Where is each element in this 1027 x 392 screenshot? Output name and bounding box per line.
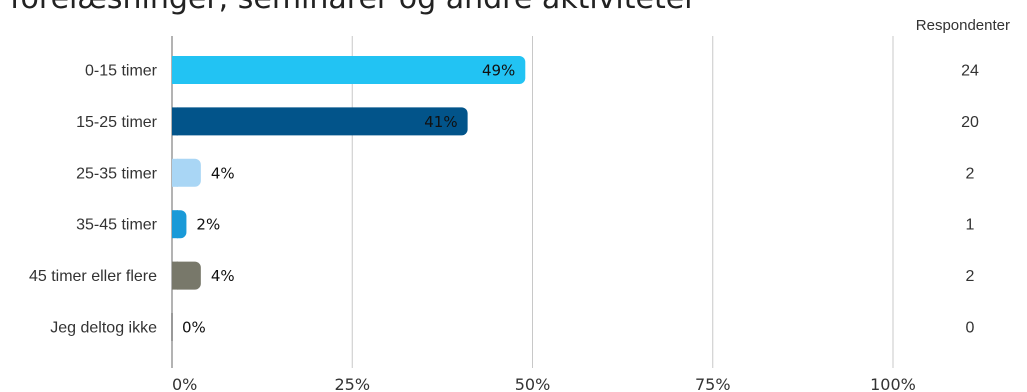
category-labels: 0-15 timer 15-25 timer 25-35 timer 35-45 ti… [29, 63, 158, 337]
respondent-count: 1 [966, 217, 975, 234]
category-label: Jeg deltog ikke [50, 320, 157, 337]
x-axis-ticks: 0% 25% 50% 75% 100% [172, 375, 916, 392]
respondent-count: 24 [961, 63, 979, 80]
data-label: 0% [182, 319, 206, 337]
category-label: 45 timer eller flere [29, 268, 157, 285]
category-label: 15-25 timer [76, 114, 158, 131]
respondents-header: Respondenter [916, 17, 1010, 34]
data-label: 2% [196, 216, 220, 234]
x-tick-label: 25% [334, 375, 370, 392]
data-label: 4% [211, 164, 235, 182]
category-label: 25-35 timer [76, 165, 158, 182]
bar-edge [172, 261, 178, 290]
respondent-count: 20 [961, 114, 979, 131]
category-label: 35-45 timer [76, 217, 158, 234]
gridlines [171, 36, 894, 368]
data-label: 41% [424, 113, 457, 131]
bar-edge [172, 210, 178, 239]
category-label: 0-15 timer [85, 63, 158, 80]
bar-edge [172, 158, 178, 187]
bar [172, 158, 201, 187]
x-tick-label: 50% [515, 375, 551, 392]
bar [172, 107, 468, 136]
x-tick-label: 100% [870, 375, 916, 392]
respondent-count: 2 [966, 268, 975, 285]
data-label: 4% [211, 267, 235, 285]
x-tick-label: 0% [172, 375, 197, 392]
bars: 49% 41% 4% 2% 4% 0% [171, 56, 526, 341]
bar-edge [172, 56, 178, 84]
data-label: 49% [482, 62, 515, 80]
bar [172, 261, 201, 290]
respondent-count: 2 [966, 165, 975, 182]
bar [172, 56, 526, 84]
respondent-count: 0 [966, 320, 975, 337]
chart-title: forelæsninger, seminarer og andre aktivi… [10, 0, 697, 16]
x-tick-label: 75% [695, 375, 731, 392]
bar-edge [172, 107, 178, 136]
